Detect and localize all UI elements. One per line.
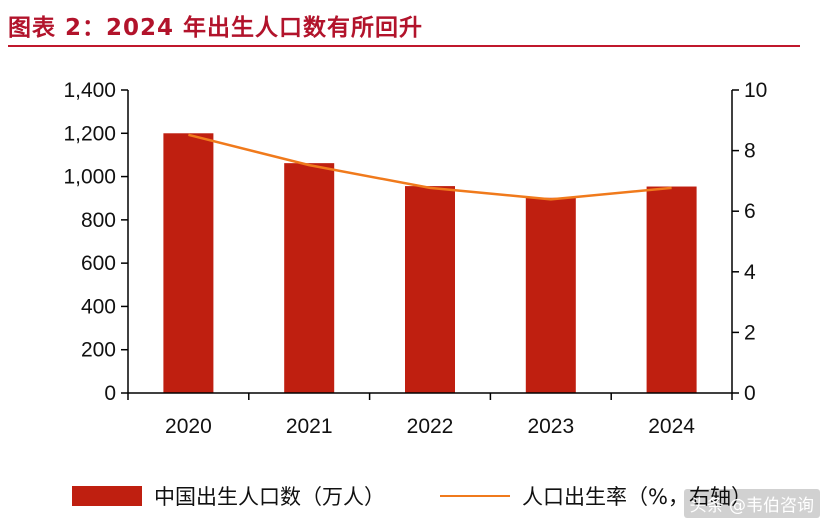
legend-item-birth-rate: 人口出生率（%，右轴） [440,478,752,514]
right-axis-tick-label: 4 [744,261,756,284]
left-axis-tick-label: 1,200 [63,122,116,145]
legend-label-birth-rate: 人口出生率（%，右轴） [522,485,752,509]
left-axis-tick-label: 600 [81,252,116,275]
bar-2021 [284,163,335,393]
bar-2024 [646,186,697,393]
watermark: 头条 @韦伯咨询 [683,489,820,518]
left-axis-tick-label: 1,000 [63,166,116,189]
left-axis: 0 200 400 600 800 1,000 1,200 1,400 [63,79,129,405]
bar-2020 [163,133,214,394]
left-axis-tick-label: 1,400 [63,79,116,102]
legend-line-swatch [440,495,510,497]
bar-2023 [525,197,576,393]
x-axis-tick-label: 2024 [648,415,695,438]
bar-series [163,133,697,394]
right-axis-tick-label: 10 [744,79,767,102]
chart-title: 图表 2：2024 年出生人口数有所回升 [8,15,424,41]
right-axis-tick-label: 0 [744,382,756,405]
x-axis-tick-label: 2023 [527,415,574,438]
right-axis: 0 2 4 6 8 10 [731,79,767,405]
left-axis-tick-label: 400 [81,295,116,318]
legend-label-births: 中国出生人口数（万人） [154,485,385,509]
legend-item-births: 中国出生人口数（万人） [72,478,385,514]
title-divider [8,45,800,47]
bar-2022 [405,186,455,393]
left-axis-tick-label: 800 [81,209,116,232]
right-axis-tick-label: 2 [744,321,756,344]
right-axis-tick-label: 6 [744,200,756,223]
x-axis-tick-label: 2022 [407,415,454,438]
right-axis-tick-label: 8 [744,140,756,163]
x-axis-tick-label: 2020 [165,415,212,438]
left-axis-tick-label: 0 [104,382,116,405]
combo-chart: 0 200 400 600 800 1,000 1,200 1,400 0 2 4 6 8 10 202… [63,79,767,438]
left-axis-tick-label: 200 [81,339,116,362]
x-axis-tick-label: 2021 [286,415,333,438]
line-series [188,133,672,201]
x-axis: 2020 2021 2022 2023 2024 [127,392,733,438]
legend-bar-swatch [72,486,142,506]
legend: 中国出生人口数（万人） 人口出生率（%，右轴） [0,478,830,514]
